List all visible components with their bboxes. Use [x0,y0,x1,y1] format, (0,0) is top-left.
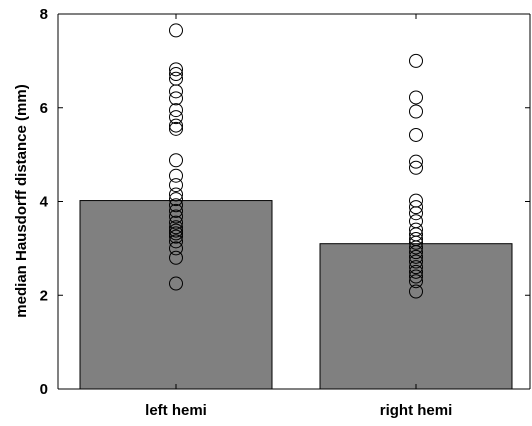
data-point [409,254,423,269]
data-point [409,53,423,68]
data-point [169,187,183,202]
data-point [409,235,423,250]
data-point [409,240,423,255]
data-point [169,168,183,183]
data-point [169,209,183,224]
data-point [409,264,423,279]
data-point [169,198,183,213]
data-point [409,245,423,260]
data-point [409,90,423,105]
data-point [409,127,423,142]
data-point [169,62,183,77]
axes-layer [57,13,531,390]
data-point [169,103,183,118]
data-point [169,276,183,291]
data-point [169,229,183,244]
data-point [409,284,423,299]
data-point [169,226,183,241]
data-point [169,67,183,81]
data-point [169,215,183,230]
y-axis-label: median Hausdorff distance (mm) [13,84,30,317]
data-point [409,200,423,215]
data-point [169,118,183,133]
data-point [169,178,183,193]
data-point [409,260,423,275]
data-point [169,121,183,136]
bar-left-hemi [79,200,273,390]
data-point [409,269,423,284]
data-point [169,234,183,249]
data-point [169,203,183,218]
data-point [409,206,423,221]
data-point [409,274,423,289]
data-point [169,91,183,106]
data-point [169,241,183,256]
data-point [409,104,423,119]
x-tick-label: left hemi [145,402,207,419]
points-layer [169,23,423,299]
data-point [409,160,423,175]
data-point [169,220,183,235]
y-tick-label: 6 [40,100,48,117]
data-point [169,192,183,207]
data-point [409,249,423,264]
data-point [169,110,183,125]
y-tick-label: 0 [40,381,48,398]
tick-labels-layer: 0 2 4 6 8 left hemi right hemi [40,6,453,419]
data-point [169,223,183,238]
y-tick-label: 4 [40,194,49,211]
y-tick-label: 8 [40,6,48,23]
bars-layer [79,200,513,390]
data-point [169,153,183,168]
data-point [169,250,183,265]
data-point [409,154,423,169]
data-point [169,84,183,99]
data-point [409,214,423,229]
x-tick-label: right hemi [380,402,453,419]
y-tick-label: 2 [40,287,48,304]
data-point [169,23,183,38]
